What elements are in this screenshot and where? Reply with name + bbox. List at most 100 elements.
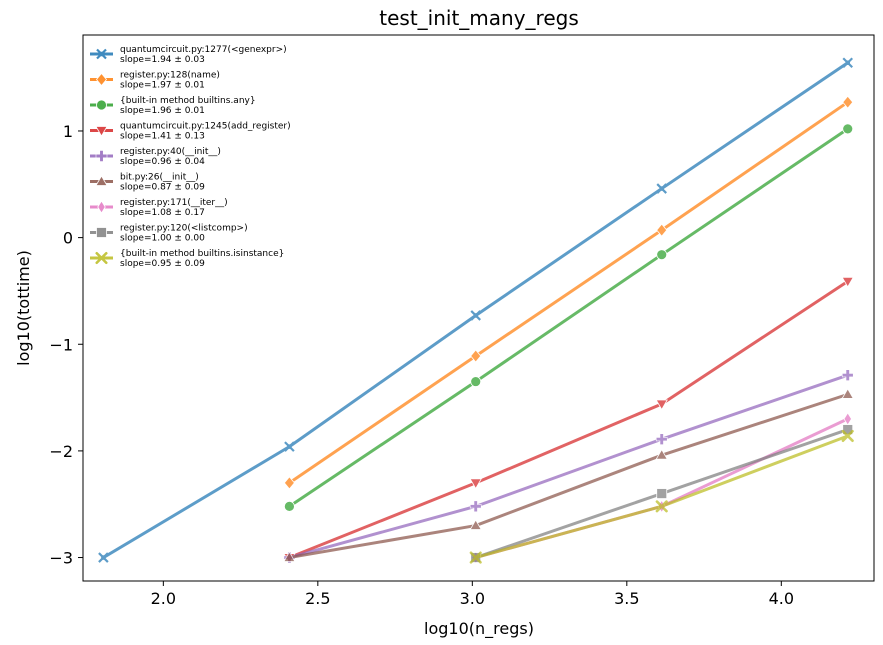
legend-label: {built-in method builtins.isinstance} [120, 249, 284, 259]
legend-slope: slope=1.08 ± 0.17 [120, 208, 205, 218]
series-layer [98, 57, 854, 565]
data-point-marker [284, 441, 295, 452]
legend-swatch [90, 48, 113, 60]
legend-label: register.py:171(__iter__) [120, 198, 228, 208]
data-point-marker [470, 310, 481, 321]
data-point-marker [843, 412, 852, 426]
data-point-marker [842, 95, 854, 109]
legend: quantumcircuit.py:1277(<genexpr>)slope=1… [90, 45, 291, 269]
data-point-marker [655, 448, 668, 460]
series-line [288, 280, 849, 559]
legend-entry: quantumcircuit.py:1277(<genexpr>)slope=1… [90, 45, 287, 65]
legend-label: register.py:128(name) [120, 71, 220, 81]
chart-title: test_init_many_regs [379, 6, 579, 30]
plot-area [82, 34, 875, 582]
x-tick-label: 3.5 [614, 589, 639, 608]
legend-swatch [90, 175, 113, 186]
legend-entry: bit.py:26(__init__)slope=0.87 ± 0.09 [90, 173, 205, 193]
data-point-marker [841, 369, 854, 381]
data-point-marker [656, 223, 668, 237]
legend-swatch [90, 126, 113, 137]
data-point-marker [656, 249, 668, 261]
x-tick-label: 2.5 [305, 589, 330, 608]
data-point-marker [842, 123, 854, 135]
data-point-marker [469, 519, 482, 530]
legend-label: {built-in method builtins.any} [120, 96, 256, 106]
legend-swatch [90, 99, 113, 111]
legend-slope: slope=1.94 ± 0.03 [120, 55, 205, 65]
y-axis: −3 −2 −1 0 1 [49, 122, 83, 568]
legend-entry: {built-in method builtins.any}slope=1.96… [90, 96, 256, 116]
legend-label: register.py:40(__init__) [120, 147, 221, 157]
data-point-marker [98, 552, 109, 563]
legend-slope: slope=1.97 ± 0.01 [120, 81, 205, 91]
series-line [289, 373, 849, 559]
x-tick-label: 3.0 [460, 589, 485, 608]
x-axis: 2.0 2.5 3.0 3.5 4.0 [151, 581, 794, 608]
data-point-marker [656, 488, 668, 499]
series-line [288, 100, 849, 485]
legend-slope: slope=1.00 ± 0.00 [120, 234, 205, 244]
data-point-marker [656, 183, 668, 194]
x-tick-label: 2.0 [151, 589, 176, 608]
legend-label: quantumcircuit.py:1277(<genexpr>) [120, 45, 287, 55]
data-point-marker [469, 478, 482, 490]
y-tick-label: 0 [63, 229, 73, 248]
x-axis-label: log10(n_regs) [424, 619, 534, 639]
data-point-marker [841, 429, 854, 443]
data-point-marker [97, 200, 106, 214]
legend-entry: quantumcircuit.py:1245(add_register)slop… [90, 122, 291, 142]
y-tick-label: 1 [63, 122, 73, 141]
data-point-marker [95, 126, 108, 137]
data-point-marker [841, 388, 854, 399]
legend-swatch [90, 200, 113, 214]
legend-slope: slope=0.96 ± 0.04 [120, 157, 205, 167]
y-tick-label: −2 [49, 442, 73, 461]
legend-label: register.py:120(<listcomp>) [120, 224, 248, 234]
series-3 [284, 123, 854, 512]
data-point-marker [470, 349, 482, 363]
legend-slope: slope=1.41 ± 0.13 [120, 132, 205, 142]
data-point-marker [655, 500, 668, 513]
legend-label: quantumcircuit.py:1245(add_register) [120, 122, 291, 132]
series-line [289, 392, 849, 560]
data-point-marker [95, 175, 108, 186]
series-9 [469, 429, 854, 564]
x-tick-label: 4.0 [769, 589, 794, 608]
legend-label: bit.py:26(__init__) [120, 173, 199, 183]
data-point-marker [655, 399, 668, 411]
data-point-marker [469, 551, 482, 564]
data-point-marker [283, 551, 296, 562]
data-point-marker [469, 500, 482, 513]
y-tick-label: −1 [49, 335, 73, 354]
series-1 [98, 57, 854, 563]
y-axis-label: log10(tottime) [14, 250, 33, 366]
legend-entry: register.py:128(name)slope=1.97 ± 0.01 [90, 71, 220, 91]
data-point-marker [470, 376, 482, 387]
data-point-marker [96, 48, 107, 60]
legend-slope: slope=0.95 ± 0.09 [120, 259, 205, 269]
data-point-marker [841, 276, 854, 288]
legend-swatch [90, 251, 113, 265]
legend-entry: {built-in method builtins.isinstance}slo… [90, 249, 284, 269]
legend-swatch [90, 150, 113, 162]
legend-entry: register.py:120(<listcomp>)slope=1.00 ± … [90, 224, 248, 244]
data-point-marker [96, 227, 107, 238]
series-2 [283, 95, 854, 490]
data-point-marker [655, 433, 668, 445]
data-point-marker [842, 57, 854, 69]
legend-entry: register.py:171(__iter__)slope=1.08 ± 0.… [90, 198, 228, 218]
legend-slope: slope=0.87 ± 0.09 [120, 183, 205, 193]
data-point-marker [95, 251, 108, 265]
data-point-marker [284, 500, 295, 512]
legend-swatch [90, 227, 113, 238]
data-point-marker [95, 150, 108, 162]
legend-swatch [90, 72, 113, 87]
y-tick-label: −3 [49, 549, 73, 568]
legend-slope: slope=1.96 ± 0.01 [120, 106, 205, 116]
data-point-marker [95, 72, 108, 87]
series-line [288, 127, 849, 508]
series-6 [283, 388, 854, 562]
data-point-marker [283, 476, 295, 490]
